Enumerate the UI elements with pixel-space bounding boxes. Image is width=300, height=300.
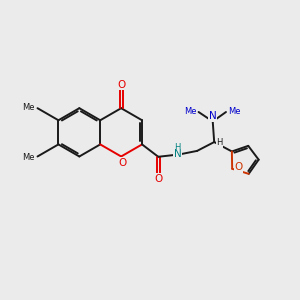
Text: O: O [118, 158, 126, 168]
Text: O: O [235, 162, 243, 172]
Text: Me: Me [22, 153, 34, 162]
Text: Me: Me [22, 103, 34, 112]
Text: H: H [216, 138, 223, 147]
Text: Me: Me [184, 107, 196, 116]
Text: H: H [174, 143, 180, 152]
Text: Me: Me [228, 107, 241, 116]
Text: N: N [174, 149, 182, 159]
Text: O: O [117, 80, 125, 90]
Text: N: N [209, 111, 217, 121]
Text: O: O [155, 174, 163, 184]
